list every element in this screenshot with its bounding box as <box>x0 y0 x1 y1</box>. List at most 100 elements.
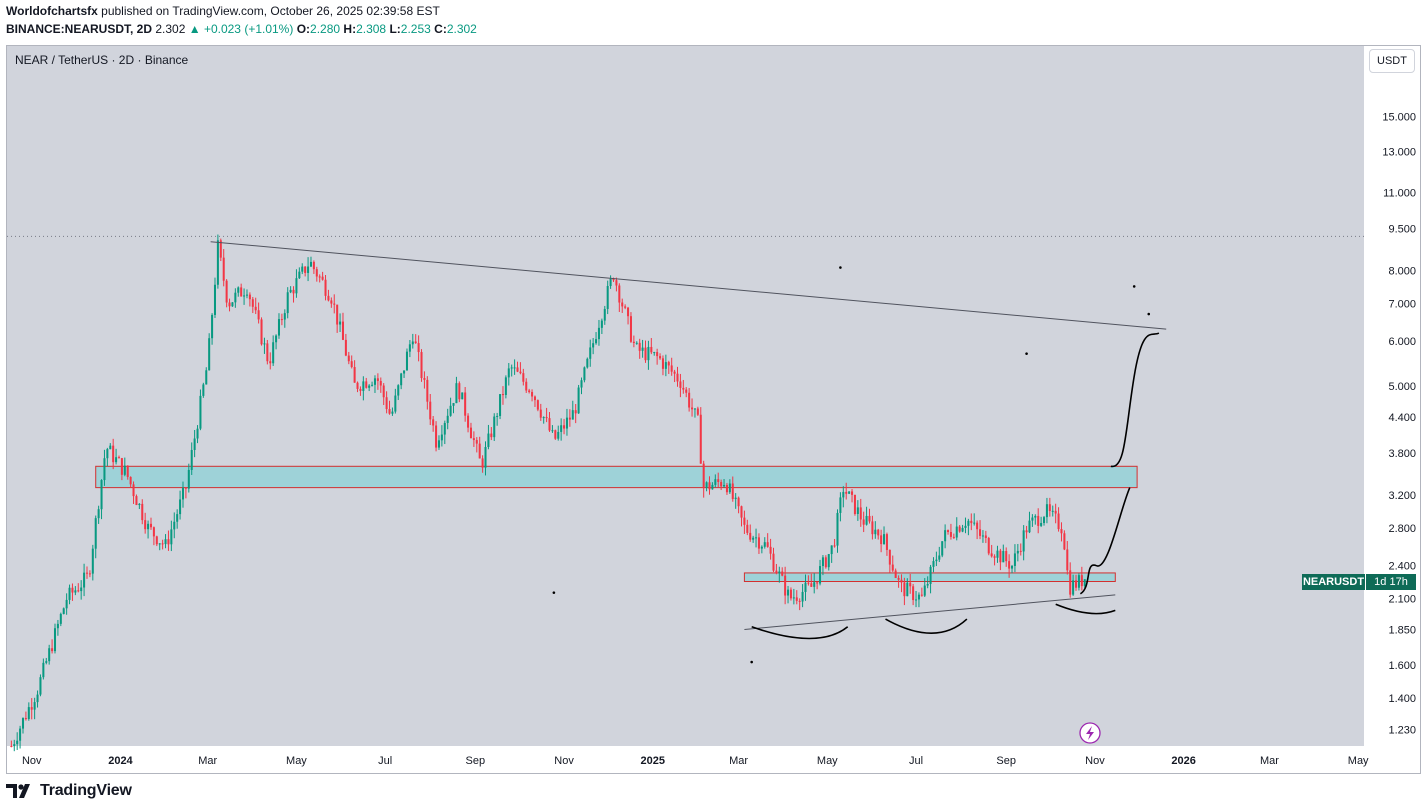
candle-body <box>469 427 472 439</box>
x-tick-label: Mar <box>1260 755 1279 767</box>
high-value: 2.308 <box>356 22 387 36</box>
candle-body <box>1008 561 1011 569</box>
y-tick-label: 9.500 <box>1388 223 1416 235</box>
candle-body <box>612 278 615 281</box>
candle-body <box>62 608 65 614</box>
candle-body <box>624 306 627 308</box>
candle-body <box>19 728 22 741</box>
candle-body <box>510 367 513 369</box>
x-tick-label: Jul <box>378 755 392 767</box>
candle-body <box>691 407 694 410</box>
candle-body <box>839 497 842 513</box>
symbol-price-tag: NEARUSDT <box>1302 574 1365 590</box>
candle-body <box>59 613 62 624</box>
candle-body <box>205 370 208 385</box>
candle-body <box>545 417 548 419</box>
candle-body <box>385 397 388 410</box>
candle-body <box>528 390 531 393</box>
candle-body <box>915 599 918 601</box>
candle-body <box>461 392 464 400</box>
candle-body <box>897 577 900 580</box>
candle-body <box>917 594 920 600</box>
low-value: 2.253 <box>400 22 431 36</box>
candle-body <box>565 417 568 429</box>
candle-body <box>231 302 234 307</box>
candle-body <box>577 387 580 414</box>
candle-body <box>947 530 950 533</box>
candle-body <box>574 410 577 414</box>
annotation-dot <box>839 266 842 269</box>
candle-body <box>580 380 583 388</box>
x-tick-label: 2025 <box>641 755 665 767</box>
candle-body <box>257 310 260 320</box>
candle-body <box>670 365 673 372</box>
candle-body <box>275 335 278 343</box>
candle-body <box>632 341 635 344</box>
publisher-name[interactable]: Worldofchartsfx <box>6 4 98 18</box>
price-chart[interactable]: NEAR / TetherUS · 2D · Binance 15.000 13.0… <box>7 46 1420 773</box>
footer-brand[interactable]: TradingView <box>6 782 132 800</box>
candle-body <box>388 409 391 414</box>
candle-body <box>365 381 368 388</box>
candle-body <box>411 341 414 345</box>
candle-body <box>862 519 865 525</box>
candle-body <box>952 536 955 538</box>
candle-body <box>507 368 510 378</box>
candle-body <box>312 261 315 270</box>
candle-body <box>938 555 941 560</box>
candle-body <box>263 343 266 345</box>
y-tick-label: 2.800 <box>1388 523 1416 535</box>
candle-body <box>237 287 240 293</box>
candle-body <box>1077 575 1080 588</box>
candle-body <box>103 458 106 481</box>
candle-body <box>679 381 682 388</box>
candle-body <box>536 400 539 410</box>
candle-body <box>307 266 310 273</box>
candle-body <box>830 545 833 555</box>
candle-body <box>112 445 115 463</box>
candle-body <box>30 707 33 710</box>
candle-body <box>417 343 420 353</box>
candle-body <box>568 417 571 420</box>
candle-body <box>251 299 254 307</box>
symbol-line: BINANCE:NEARUSDT, 2D 2.302 ▲ +0.023 (+1.… <box>6 22 477 36</box>
candle-body <box>981 535 984 537</box>
candle-body <box>248 294 251 300</box>
x-tick-label: Nov <box>22 755 42 767</box>
candle-body <box>548 418 551 431</box>
candle-body <box>1019 550 1022 552</box>
candle-body <box>315 269 318 277</box>
candle-body <box>586 358 589 368</box>
candle-body <box>481 458 484 468</box>
candle-body <box>382 385 385 398</box>
candle-body <box>644 347 647 361</box>
candle-body <box>688 392 691 408</box>
candle-body <box>405 351 408 371</box>
candle-body <box>851 491 854 495</box>
candle-body <box>147 523 150 530</box>
candle-body <box>696 408 699 415</box>
candle-body <box>289 289 292 293</box>
candle-body <box>813 582 816 587</box>
x-tick-label: 2024 <box>108 755 133 767</box>
candle-body <box>472 438 475 441</box>
candle-body <box>202 384 205 396</box>
candle-body <box>984 535 987 538</box>
candle-body <box>309 261 312 267</box>
candle-body <box>123 465 126 475</box>
candle-body <box>926 583 929 586</box>
candle-body <box>996 550 999 558</box>
currency-button[interactable]: USDT <box>1369 49 1415 73</box>
candle-body <box>653 352 656 354</box>
pattern-arc-right <box>1055 603 1116 615</box>
candle-body <box>702 463 705 489</box>
candle-body <box>391 411 394 414</box>
candle-body <box>295 278 298 294</box>
candle-body <box>656 352 659 357</box>
candle-body <box>13 744 16 747</box>
y-tick-label: 1.230 <box>1388 725 1416 737</box>
candle-body <box>842 491 845 498</box>
annotation-dot <box>1025 352 1028 355</box>
candle-body <box>772 553 775 571</box>
candle-body <box>667 362 670 366</box>
